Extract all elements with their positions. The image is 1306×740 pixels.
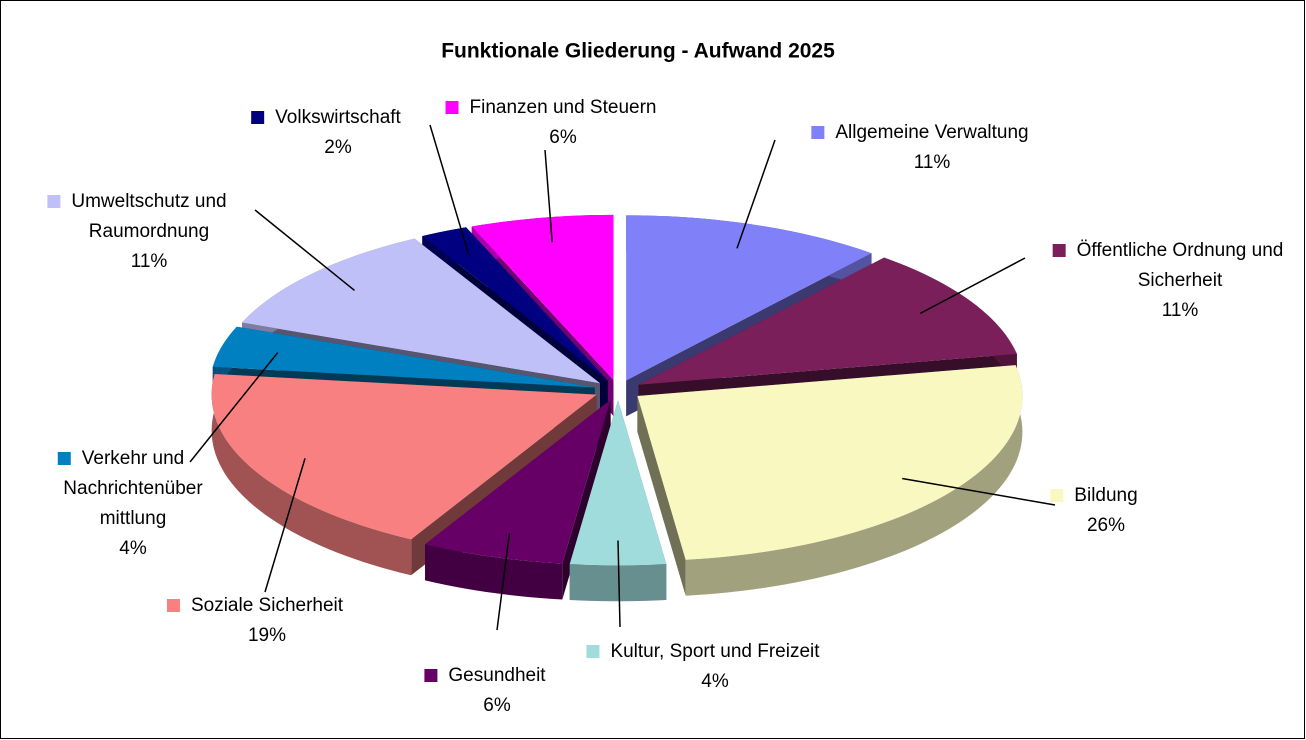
leader-line — [264, 458, 306, 593]
category-label-line: Sicherheit — [1138, 270, 1223, 291]
leader-line — [919, 257, 1026, 315]
value-label: 19% — [248, 625, 286, 646]
category-label-line: Volkswirtschaft — [275, 107, 401, 128]
pie-slice — [638, 257, 1017, 385]
pie-slice — [626, 215, 872, 381]
slice-side — [569, 563, 667, 602]
legend-swatch — [811, 126, 825, 139]
slice-side — [211, 373, 412, 576]
leader-line — [544, 149, 553, 243]
category-label-line: Soziale Sicherheit — [191, 595, 344, 616]
pie-slice — [211, 373, 597, 540]
pie-slice — [471, 214, 614, 380]
pie-tops — [211, 214, 1023, 566]
category-label-line: Nachrichtenüber — [63, 478, 203, 499]
leader-line — [496, 533, 511, 631]
category-label: Soziale Sicherheit — [191, 595, 344, 616]
category-label-line: Bildung — [1074, 485, 1137, 506]
value-label: 26% — [1087, 515, 1125, 536]
leader-line — [902, 477, 1056, 506]
slice-side — [685, 365, 1023, 596]
category-label-line: mittlung — [100, 508, 167, 529]
labels: Allgemeine Verwaltung 11% Öffentliche Ordn… — [47, 97, 1283, 716]
slice-wall — [637, 396, 686, 596]
value-label: 11% — [914, 152, 951, 173]
pie-slice — [422, 227, 608, 381]
category-label: Bildung — [1074, 485, 1137, 506]
value-label: 4% — [701, 671, 729, 692]
category-label-line: Öffentliche Ordnung und — [1077, 240, 1284, 261]
legend-swatch — [251, 111, 265, 124]
leader-line — [736, 139, 776, 249]
legend-swatch — [1050, 489, 1064, 502]
category-label: Allgemeine Verwaltung — [835, 122, 1028, 143]
category-label: Kultur, Sport und Freizeit — [610, 641, 820, 662]
category-label: Finanzen und Steuern — [470, 97, 657, 118]
legend-swatch — [1052, 244, 1066, 257]
value-label: 6% — [483, 695, 511, 716]
category-label: Umweltschutz und Raumordnung — [71, 191, 226, 242]
category-label-line: Umweltschutz und — [71, 191, 226, 212]
value-label: 6% — [549, 127, 577, 148]
leader-line — [429, 124, 470, 255]
category-label-line: Raumordnung — [89, 221, 209, 242]
category-label: Volkswirtschaft — [275, 107, 401, 128]
category-label-line: Kultur, Sport und Freizeit — [610, 641, 820, 662]
leader-line — [189, 352, 279, 463]
value-label: 11% — [131, 251, 168, 272]
slice-side — [425, 544, 563, 600]
pie-slice — [425, 399, 611, 564]
legend-swatch — [57, 452, 71, 465]
category-label-line: Verkehr und — [82, 448, 184, 469]
category-label-line: Finanzen und Steuern — [470, 97, 657, 118]
pie-slice — [637, 365, 1023, 560]
legend-swatch — [445, 101, 459, 114]
pie-slice — [242, 238, 600, 384]
value-label: 4% — [119, 538, 147, 559]
chart-title: Funktionale Gliederung - Aufwand 2025 — [441, 40, 835, 63]
category-label: Gesundheit — [448, 665, 546, 686]
value-label: 2% — [324, 137, 352, 158]
leader-line — [617, 540, 621, 628]
legend-swatch — [47, 195, 61, 208]
category-label: Öffentliche Ordnung und Sicherheit — [1077, 240, 1284, 291]
category-label-line: Gesundheit — [448, 665, 546, 686]
leader-line — [254, 209, 355, 292]
pie-slice — [569, 400, 667, 566]
legend-swatch — [586, 645, 600, 658]
category-label-line: Allgemeine Verwaltung — [835, 122, 1028, 143]
legend-swatch — [424, 669, 438, 682]
pie-slice — [212, 326, 595, 388]
value-label: 11% — [1162, 300, 1199, 321]
category-label: Verkehr und Nachrichtenüber mittlung — [63, 448, 203, 529]
legend-swatch — [166, 599, 180, 612]
